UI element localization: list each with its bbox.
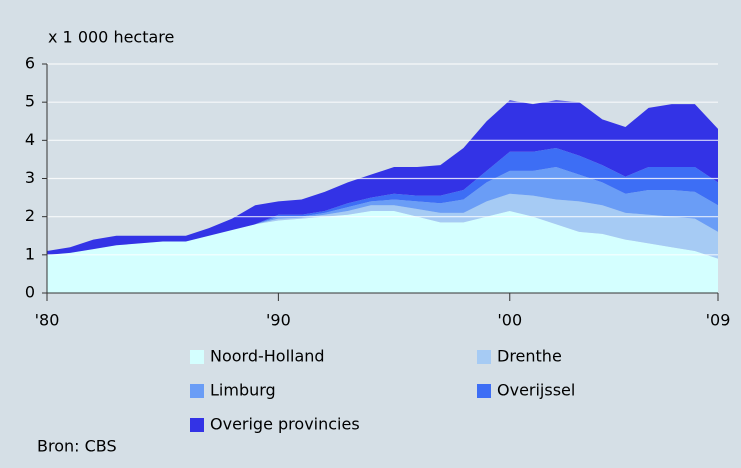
x-tick-label: '00 [497,311,522,330]
legend-label: Noord-Holland [210,347,325,366]
y-tick-label: 4 [25,130,35,149]
area [47,193,718,259]
y-tick-label: 3 [25,168,35,187]
legend-swatch [477,350,491,364]
legend-swatch [477,384,491,398]
area [47,210,718,293]
source: Bron: CBS [37,437,117,456]
legend-swatch [190,384,204,398]
y-tick-label: 5 [25,92,35,111]
y-tick-label: 0 [25,283,35,302]
x-tick-label: '09 [706,311,731,330]
legend-label: Drenthe [497,347,562,366]
y-axis-label: x 1 000 hectare [48,28,174,47]
x-tick-label: '80 [35,311,60,330]
area [47,167,718,255]
y-tick-label: 2 [25,206,35,225]
legend-label: Overijssel [497,381,575,400]
legend-label: Overige provincies [210,415,360,434]
legend-swatch [190,418,204,432]
x-tick-label: '90 [266,311,291,330]
y-tick-label: 6 [25,54,35,73]
legend-swatch [190,350,204,364]
y-tick-label: 1 [25,244,35,263]
legend-label: Limburg [210,381,276,400]
area [47,100,718,255]
